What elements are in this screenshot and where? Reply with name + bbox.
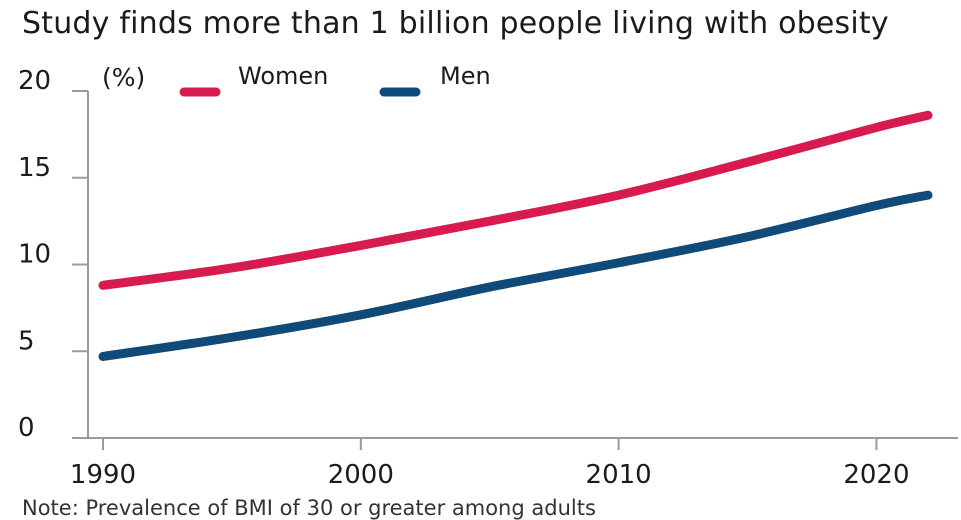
y-tick-label: 5 — [18, 326, 35, 356]
y-tick-label: 10 — [18, 240, 51, 270]
chart-title: Study finds more than 1 billion people l… — [22, 6, 889, 41]
series-lines — [98, 110, 933, 361]
y-unit-label: (%) — [102, 63, 145, 92]
axes: 0 5 10 15 20 1990 2000 2010 2020 (%) — [18, 63, 958, 490]
y-tick-label: 15 — [18, 153, 51, 183]
y-tick-label: 0 — [18, 413, 35, 443]
legend-label-women: Women — [238, 62, 328, 90]
x-tick-label: 2000 — [328, 460, 394, 490]
legend: Women Men — [179, 62, 491, 97]
y-tick-label: 20 — [18, 66, 51, 96]
x-tick-label: 1990 — [70, 460, 136, 490]
x-tick-label: 2020 — [843, 460, 909, 490]
chart-note: Note: Prevalence of BMI of 30 or greater… — [22, 496, 596, 520]
series-line-men — [98, 190, 933, 361]
x-tick-label: 2010 — [586, 460, 652, 490]
legend-label-men: Men — [440, 62, 491, 90]
series-line-women — [98, 110, 933, 290]
